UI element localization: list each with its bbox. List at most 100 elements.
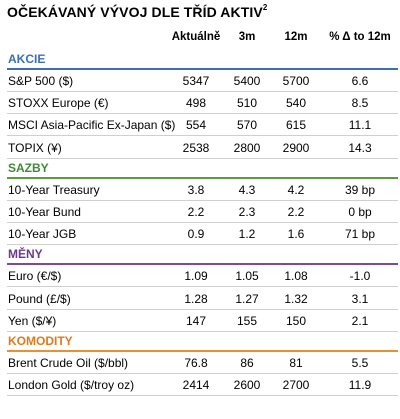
cell-12m: 2.2: [287, 205, 305, 219]
cell-pct-change: 6.6: [351, 74, 369, 88]
cell-pct-change: 71 bp: [344, 227, 376, 242]
table-row: 10-Year Bund 2.2 2.3 2.2 0 bp: [7, 201, 398, 223]
cell-3m: 2800: [233, 140, 261, 155]
cell-12m: 1.08: [284, 269, 308, 284]
section-underline: [7, 263, 398, 266]
row-label: 10-Year Bund: [8, 205, 81, 219]
section-label: AKCIE: [8, 52, 46, 66]
cell-12m: 2900: [282, 140, 310, 155]
section-label: MĚNY: [8, 247, 43, 262]
section-header-meny: MĚNY: [7, 245, 398, 266]
row-divider: [7, 330, 398, 332]
cell-3m: 4.3: [238, 182, 256, 197]
cell-12m: 1.32: [284, 291, 308, 306]
cell-pct-change: 0 bp: [348, 205, 372, 219]
table-title: OČEKÁVANÝ VÝVOJ DLE TŘÍD AKTIV2: [7, 3, 268, 20]
cell-3m: 2.3: [238, 205, 256, 219]
title-footnote-marker: 2: [262, 3, 268, 13]
row-divider: [7, 157, 398, 159]
row-divider: [7, 308, 398, 310]
cell-pct-change: 11.9: [348, 378, 372, 393]
cell-current: 1.28: [184, 291, 208, 306]
cell-current: 3.8: [187, 182, 205, 197]
cell-12m: 81: [289, 356, 303, 370]
row-label: MSCI Asia-Pacific Ex-Japan ($): [8, 118, 176, 133]
cell-3m: 5400: [233, 74, 261, 88]
cell-3m: 570: [236, 118, 258, 133]
row-label: Pound (£/$): [8, 291, 71, 306]
cell-pct-change: 8.5: [351, 96, 369, 111]
cell-12m: 150: [285, 313, 307, 328]
column-header-12m: 12m: [284, 31, 308, 43]
table-title-text: OČEKÁVANÝ VÝVOJ DLE TŘÍD AKTIV: [7, 4, 263, 20]
cell-12m: 4.2: [287, 182, 305, 197]
cell-current: 2538: [182, 140, 210, 155]
row-divider: [7, 286, 398, 288]
cell-pct-change: 2.1: [351, 313, 369, 328]
cell-current: 2414: [182, 378, 210, 393]
cell-current: 0.9: [187, 227, 205, 242]
cell-current: 5347: [182, 74, 210, 88]
table-row: Pound (£/$) 1.28 1.27 1.32 3.1: [7, 288, 398, 310]
cell-current: 2.2: [187, 205, 205, 219]
row-label: Yen ($/¥): [8, 313, 57, 328]
column-header-3m: 3m: [238, 31, 256, 43]
row-label: TOPIX (¥): [8, 140, 62, 155]
table-row: London Gold ($/troy oz) 2414 2600 2700 11.9: [7, 374, 398, 397]
section-header-akcie: AKCIE: [7, 50, 398, 70]
cell-pct-change: 5.5: [351, 356, 369, 370]
section-header-komodity: KOMODITY: [7, 332, 398, 352]
row-label: Brent Crude Oil ($/bbl): [8, 356, 129, 370]
section-underline: [7, 350, 398, 352]
column-header-row: Aktuálně 3m 12m % Δ to 12m: [0, 31, 400, 49]
table-row: MSCI Asia-Pacific Ex-Japan ($) 554 570 615 1…: [7, 114, 398, 137]
column-header-pct-change: % Δ to 12m: [329, 31, 391, 43]
row-divider: [7, 91, 398, 92]
cell-12m: 2700: [282, 378, 310, 393]
cell-pct-change: 14.3: [348, 140, 372, 155]
row-label: 10-Year Treasury: [8, 182, 100, 197]
row-divider: [7, 244, 398, 246]
table-row: Brent Crude Oil ($/bbl) 76.8 86 81 5.5: [7, 352, 398, 374]
cell-pct-change: 3.1: [351, 291, 369, 306]
cell-3m: 86: [240, 356, 254, 370]
section-underline: [7, 68, 398, 70]
table-row: Euro (€/$) 1.09 1.05 1.08 -1.0: [7, 265, 398, 288]
cell-12m: 540: [285, 96, 307, 111]
cell-12m: 1.6: [287, 227, 305, 242]
table-row: Yen ($/¥) 147 155 150 2.1: [7, 310, 398, 332]
section-header-sazby: SAZBY: [7, 159, 398, 179]
cell-pct-change: -1.0: [349, 269, 371, 284]
cell-current: 76.8: [184, 356, 208, 370]
cell-pct-change: 39 bp: [344, 182, 376, 197]
cell-current: 1.09: [184, 269, 208, 284]
row-divider: [7, 373, 398, 374]
column-header-current: Aktuálně: [171, 31, 221, 43]
row-label: 10-Year JGB: [8, 227, 77, 242]
cell-12m: 5700: [282, 74, 310, 88]
table-row: STOXX Europe (€) 498 510 540 8.5: [7, 92, 398, 115]
row-label: London Gold ($/troy oz): [8, 378, 135, 393]
row-divider: [7, 135, 398, 137]
cell-3m: 510: [236, 96, 258, 111]
section-label: KOMODITY: [8, 334, 73, 348]
cell-current: 554: [185, 118, 207, 133]
table-row: S&P 500 ($) 5347 5400 5700 6.6: [7, 70, 398, 92]
cell-3m: 155: [236, 313, 258, 328]
row-label: Euro (€/$): [8, 269, 62, 284]
section-underline: [7, 176, 398, 179]
cell-current: 147: [185, 313, 207, 328]
cell-3m: 2600: [233, 378, 261, 393]
row-label: S&P 500 ($): [8, 74, 74, 88]
row-divider: [7, 113, 398, 115]
cell-pct-change: 11.1: [348, 118, 372, 133]
table-row: 10-Year JGB 0.9 1.2 1.6 71 bp: [7, 223, 398, 246]
row-divider: [7, 199, 398, 201]
row-label: STOXX Europe (€): [8, 96, 109, 111]
section-label: SAZBY: [8, 160, 49, 175]
cell-3m: 1.05: [235, 269, 259, 284]
table-row: 10-Year Treasury 3.8 4.3 4.2 39 bp: [7, 179, 398, 201]
row-divider: [7, 395, 398, 397]
cell-current: 498: [185, 96, 207, 111]
